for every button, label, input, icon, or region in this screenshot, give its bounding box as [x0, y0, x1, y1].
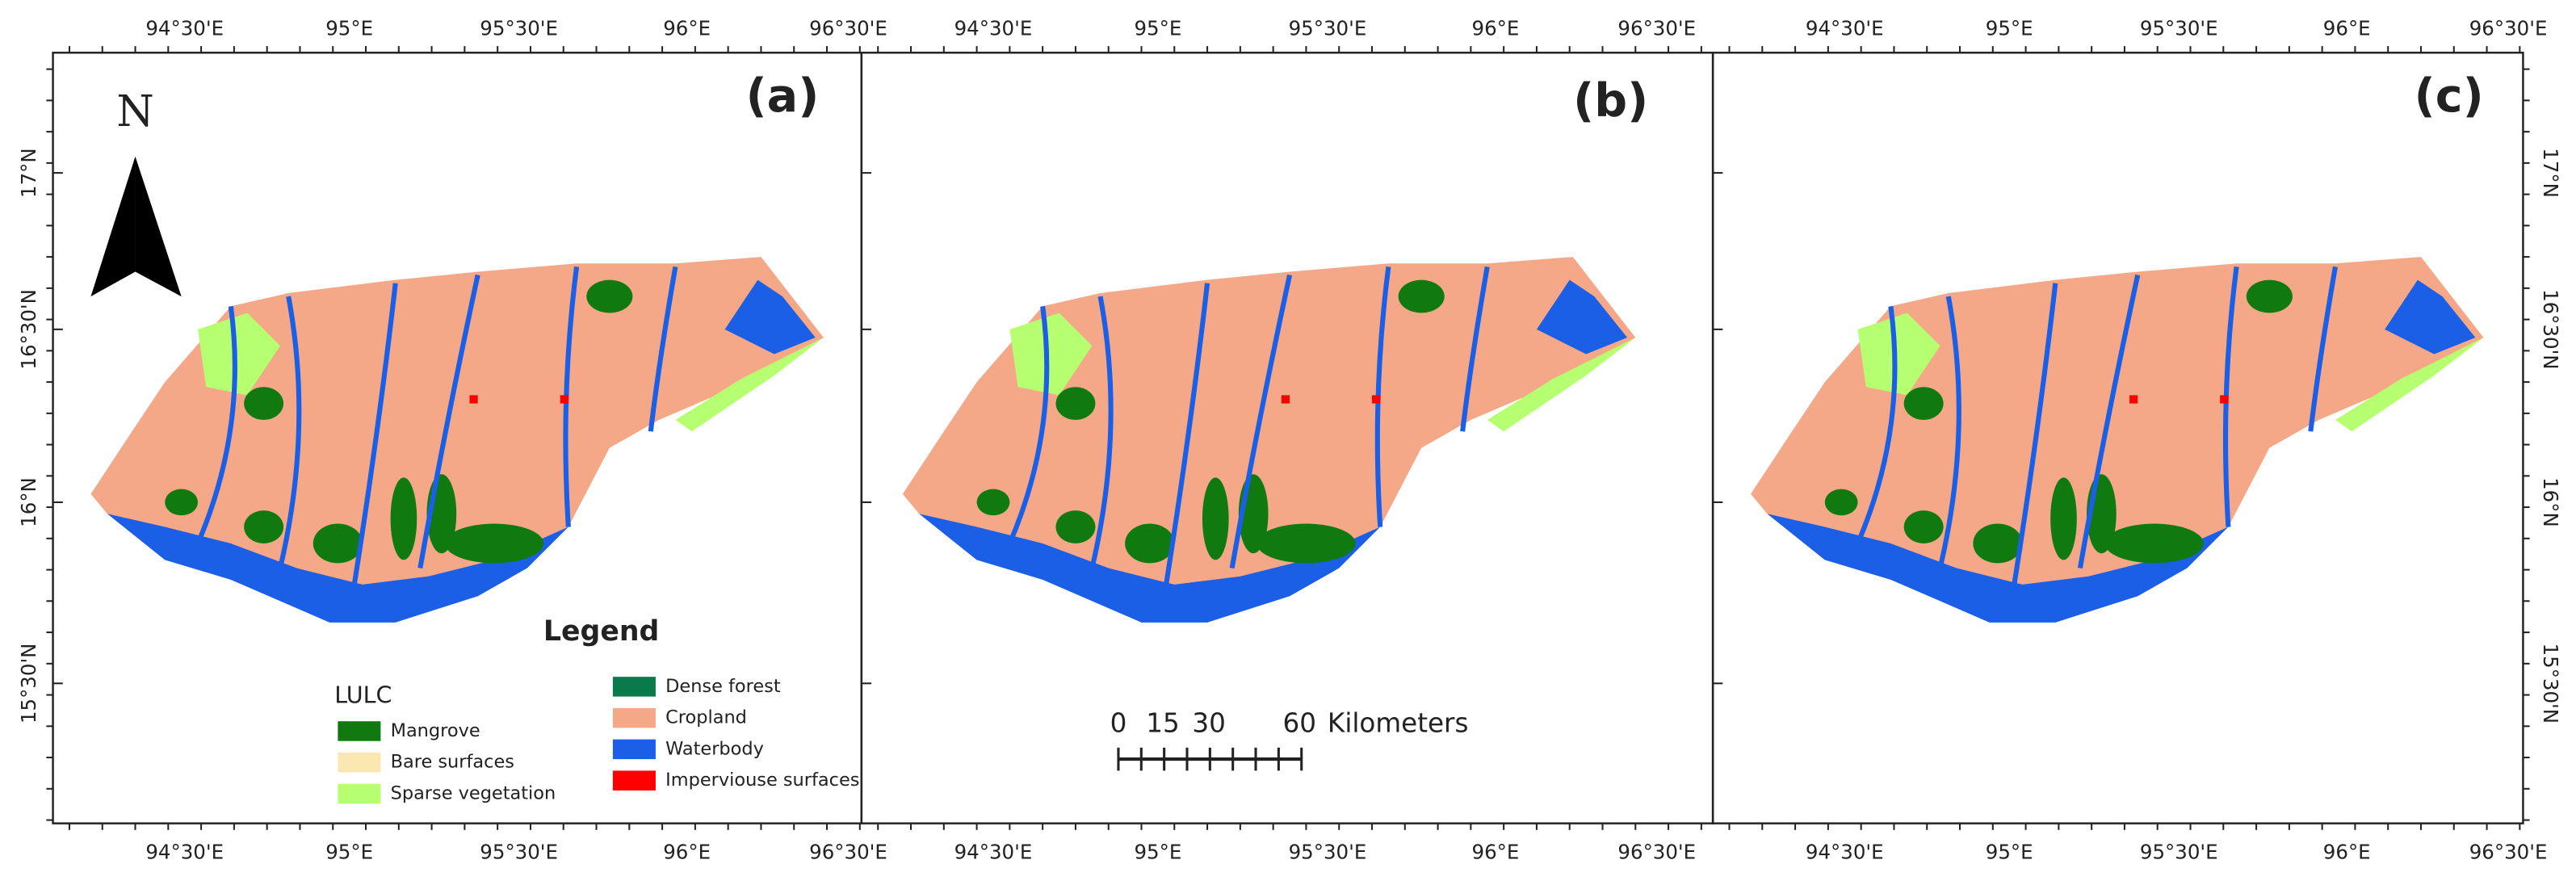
x-tick-label: 96°30'E	[2469, 17, 2548, 40]
y-tick-label: 15°30'N	[2539, 644, 2562, 724]
y-tick-label: 16°30'N	[2539, 289, 2562, 370]
legend-title: Legend	[543, 615, 659, 648]
scale-label: 60	[1283, 707, 1317, 738]
legend-swatch	[338, 721, 381, 741]
scale-bar: 0 15 30 60 Kilometers	[1110, 707, 1469, 771]
x-tick-label: 95°30'E	[1289, 17, 1367, 40]
x-tick-label: 94°30'E	[954, 17, 1033, 40]
x-tick-label: 96°E	[1472, 840, 1520, 863]
x-tick-label: 96°E	[663, 17, 711, 40]
x-tick-label: 94°30'E	[1806, 17, 1884, 40]
legend-label: Cropland	[665, 707, 747, 728]
panel-label: (b)	[1573, 74, 1648, 128]
x-tick-label: 94°30'E	[1806, 840, 1884, 863]
y-tick-label: 16°N	[17, 477, 40, 527]
x-tick-label: 95°E	[325, 840, 373, 863]
x-tick-label: 95°30'E	[480, 17, 558, 40]
x-tick-label: 96°E	[1472, 17, 1520, 40]
y-tick-label: 17°N	[17, 148, 40, 198]
delta-map	[903, 257, 1635, 623]
legend-swatch	[612, 770, 656, 791]
x-tick-label: 94°30'E	[954, 840, 1033, 863]
x-tick-label: 96°E	[2323, 17, 2371, 40]
legend-label: Dense forest	[665, 676, 781, 697]
scale-label: 30	[1192, 707, 1226, 738]
legend-swatch	[612, 677, 656, 697]
legend-group: LULC	[334, 682, 392, 709]
x-tick-label: 94°30'E	[145, 840, 224, 863]
x-tick-label: 96°E	[2323, 840, 2371, 863]
delta-map	[1751, 257, 2483, 623]
x-tick-label: 95°E	[1134, 840, 1181, 863]
y-tick-label: 17°N	[2539, 148, 2562, 198]
x-tick-label: 96°30'E	[1617, 840, 1696, 863]
panel-frame	[1711, 52, 2524, 824]
x-tick-label: 96°30'E	[2469, 840, 2548, 863]
x-tick-label: 95°E	[1134, 17, 1181, 40]
legend-label: Waterbody	[665, 738, 764, 759]
scale-label: 15	[1146, 707, 1180, 738]
legend-swatch	[338, 783, 381, 804]
legend-swatch	[612, 739, 656, 760]
y-tick-label: 15°30'N	[17, 644, 40, 724]
x-tick-label: 95°E	[1986, 840, 2033, 863]
y-tick-label: 16°N	[2539, 477, 2562, 527]
panel-label: (c)	[2414, 69, 2484, 123]
x-tick-label: 96°30'E	[809, 17, 887, 40]
x-tick-label: 96°30'E	[809, 840, 887, 863]
x-tick-label: 95°30'E	[2140, 840, 2218, 863]
x-tick-label: 96°E	[663, 840, 711, 863]
scale-unit: Kilometers	[1328, 707, 1469, 738]
x-tick-label: 94°30'E	[145, 17, 224, 40]
legend-label: Sparse vegetation	[391, 782, 556, 803]
legend-label: Bare surfaces	[391, 752, 514, 773]
legend-label: Mangrove	[391, 720, 480, 741]
north-arrow: N	[90, 86, 182, 297]
legend-label: Imperviouse surfaces	[665, 770, 859, 791]
panel-label: (a)	[746, 69, 820, 123]
legend-swatch	[338, 752, 381, 773]
delta-map	[90, 257, 823, 623]
scale-label: 0	[1110, 707, 1127, 738]
x-tick-label: 96°30'E	[1617, 17, 1696, 40]
y-tick-label: 16°30'N	[17, 289, 40, 370]
x-tick-label: 95°E	[1986, 17, 2033, 40]
x-tick-label: 95°30'E	[1289, 840, 1367, 863]
x-tick-label: 95°30'E	[480, 840, 558, 863]
legend-swatch	[612, 707, 656, 728]
x-tick-label: 95°30'E	[2140, 17, 2218, 40]
north-label: N	[116, 86, 153, 136]
x-tick-label: 95°E	[325, 17, 373, 40]
